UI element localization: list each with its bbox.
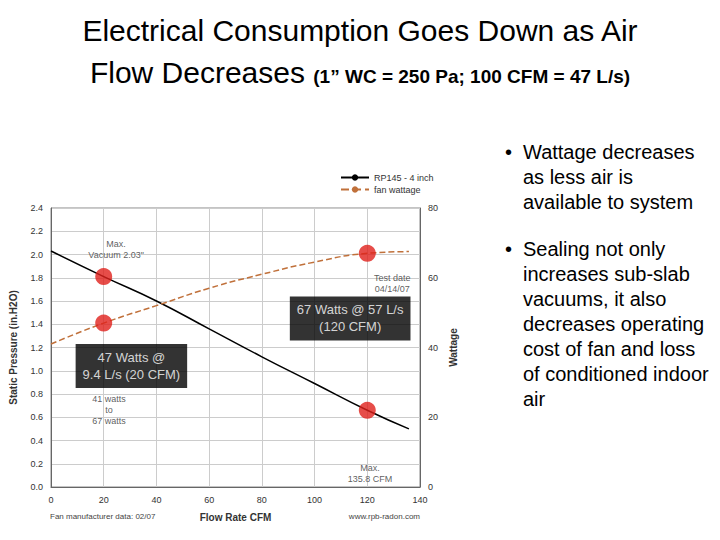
- svg-text:2.4: 2.4: [30, 203, 43, 213]
- svg-text:to: to: [105, 405, 113, 415]
- svg-text:80: 80: [257, 495, 267, 505]
- svg-text:0: 0: [48, 495, 53, 505]
- svg-text:Vacuum 2.03": Vacuum 2.03": [88, 250, 144, 260]
- svg-text:04/14/07: 04/14/07: [375, 284, 410, 294]
- svg-text:Static Pressure (in.H2O): Static Pressure (in.H2O): [8, 290, 19, 404]
- svg-text:0: 0: [428, 482, 433, 492]
- svg-text:1.2: 1.2: [30, 343, 43, 353]
- svg-text:20: 20: [428, 412, 438, 422]
- svg-text:135.8 CFM: 135.8 CFM: [348, 474, 393, 484]
- svg-text:47 Watts @: 47 Watts @: [98, 350, 166, 365]
- html-text:Electrical Consumption Goes Do: Electrical Consumption Goes Down as Air …: [82, 14, 638, 89]
- svg-text:0.4: 0.4: [30, 436, 43, 446]
- svg-text:0.2: 0.2: [30, 459, 43, 469]
- svg-text:RP145 - 4 inch: RP145 - 4 inch: [374, 173, 434, 183]
- svg-text:40: 40: [428, 343, 438, 353]
- svg-text:80: 80: [428, 203, 438, 213]
- svg-text:67 Watts @ 57 L/s: 67 Watts @ 57 L/s: [297, 302, 404, 317]
- svg-text:67 watts: 67 watts: [92, 416, 126, 426]
- html-text:Sealing not only increases sub: Sealing not only increases sub-slab vacu…: [523, 238, 709, 410]
- svg-text:100: 100: [307, 495, 322, 505]
- svg-text:60: 60: [204, 495, 214, 505]
- svg-text:www.rpb-radon.com: www.rpb-radon.com: [348, 512, 420, 521]
- svg-text:1.8: 1.8: [30, 273, 43, 283]
- svg-text:140: 140: [412, 495, 427, 505]
- svg-text:0.0: 0.0: [30, 482, 43, 492]
- svg-text:0.6: 0.6: [30, 412, 43, 422]
- svg-text:Wattage: Wattage: [448, 328, 459, 367]
- svg-text:(120 CFM): (120 CFM): [319, 319, 381, 334]
- svg-text:1.0: 1.0: [30, 366, 43, 376]
- svg-text:Test date: Test date: [374, 273, 411, 283]
- svg-text:fan wattage: fan wattage: [374, 185, 421, 195]
- svg-text:1.4: 1.4: [30, 319, 43, 329]
- svg-text:40: 40: [151, 495, 161, 505]
- svg-text:20: 20: [99, 495, 109, 505]
- svg-text:9.4 L/s (20 CFM): 9.4 L/s (20 CFM): [83, 367, 181, 382]
- svg-text:120: 120: [360, 495, 375, 505]
- svg-text:Max.: Max.: [360, 463, 380, 473]
- html-text:Wattage decreases as less air: Wattage decreases as less air is availab…: [523, 141, 695, 213]
- svg-text:60: 60: [428, 273, 438, 283]
- svg-text:Fan manufacturer data: 02/07: Fan manufacturer data: 02/07: [50, 512, 156, 521]
- svg-text:1.6: 1.6: [30, 296, 43, 306]
- svg-text:2.2: 2.2: [30, 226, 43, 236]
- svg-text:Max.: Max.: [106, 239, 126, 249]
- svg-text:41 watts: 41 watts: [92, 394, 126, 404]
- svg-text:2.0: 2.0: [30, 250, 43, 260]
- svg-text:0.8: 0.8: [30, 389, 43, 399]
- svg-text:Flow Rate CFM: Flow Rate CFM: [200, 512, 272, 523]
